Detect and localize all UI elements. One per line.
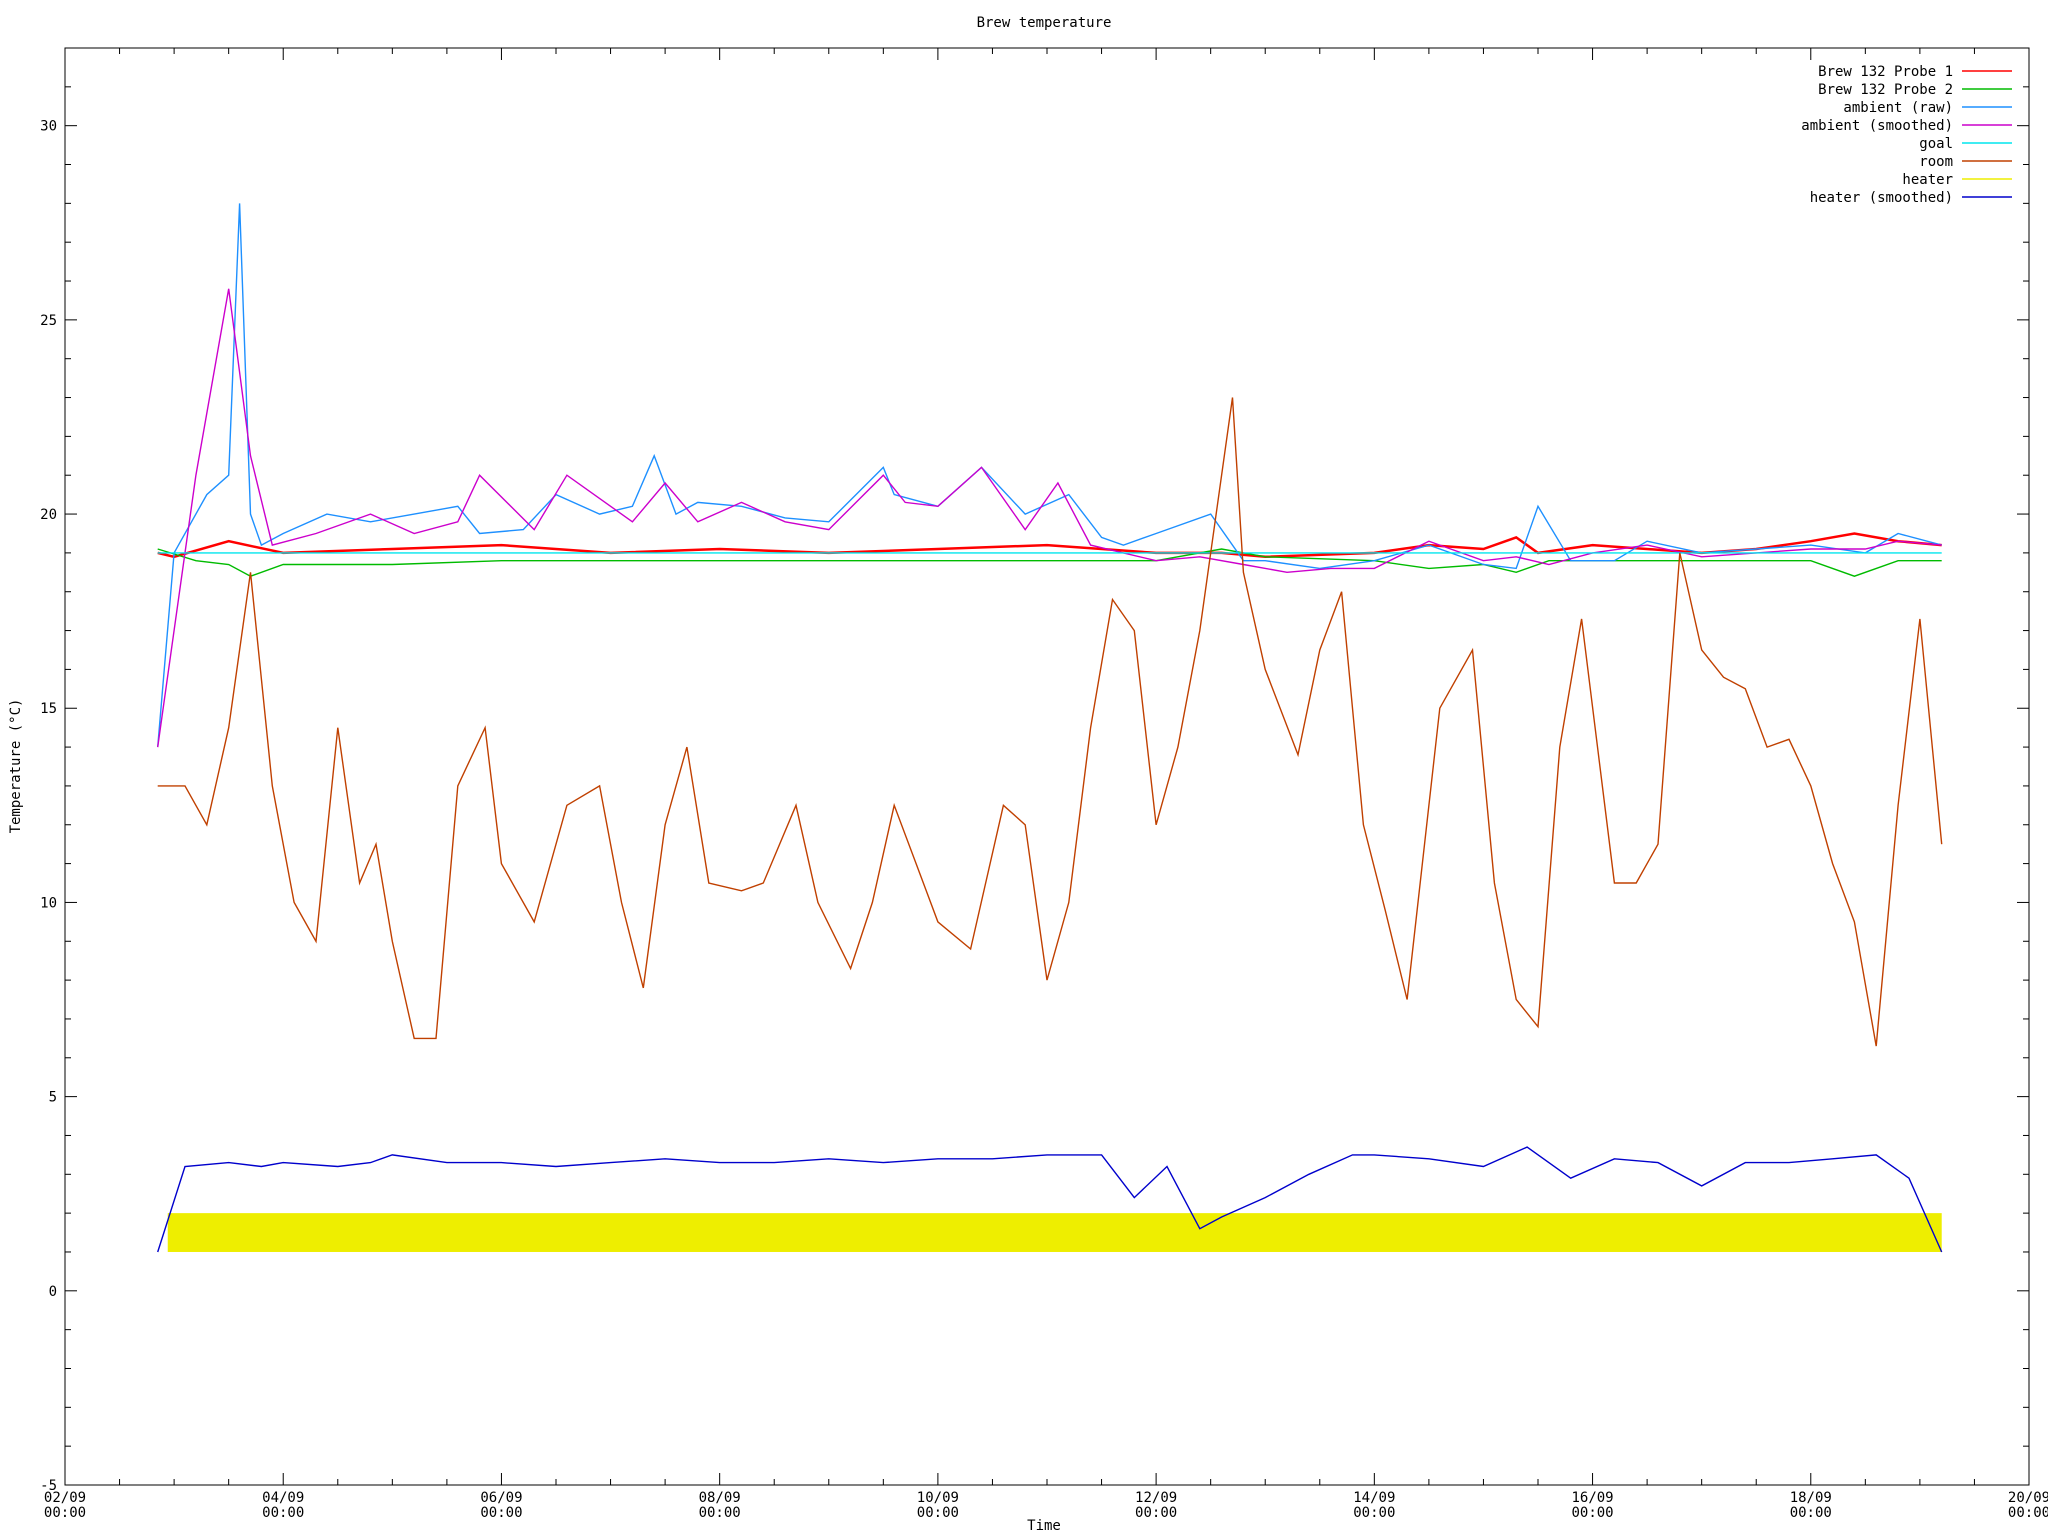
axis-ticks: -505101520253002/0900:0004/0900:0006/090… <box>40 47 2048 1521</box>
x-tick-label-time: 00:00 <box>1353 1505 1395 1521</box>
legend-label: Brew 132 Probe 1 <box>1818 64 1953 80</box>
x-tick-label-date: 10/09 <box>917 1490 959 1506</box>
x-tick-label-date: 08/09 <box>699 1490 741 1506</box>
y-tick-label: 25 <box>40 313 57 329</box>
x-tick-label-date: 02/09 <box>44 1490 86 1506</box>
legend-label: ambient (raw) <box>1843 100 1953 116</box>
x-tick-label-date: 18/09 <box>1790 1490 1832 1506</box>
x-tick-label-time: 00:00 <box>262 1505 304 1521</box>
x-tick-label-time: 00:00 <box>1790 1505 1832 1521</box>
series-heater-band <box>167 1213 1942 1252</box>
series-line-1 <box>157 548 1942 577</box>
x-tick-label-date: 16/09 <box>1571 1490 1613 1506</box>
legend-label: heater (smoothed) <box>1810 190 1953 206</box>
y-tick-label: 30 <box>40 119 57 135</box>
chart-title: Brew temperature <box>977 15 1112 31</box>
legend-label: Brew 132 Probe 2 <box>1818 82 1953 98</box>
y-tick-label: 0 <box>49 1284 57 1300</box>
series-line-7 <box>157 1146 1943 1253</box>
y-tick-label: 5 <box>49 1090 57 1106</box>
x-tick-label-date: 06/09 <box>480 1490 522 1506</box>
x-tick-label-date: 20/09 <box>2008 1490 2048 1506</box>
series-line-3 <box>157 288 1942 748</box>
legend-label: ambient (smoothed) <box>1801 118 1953 134</box>
y-tick-label: 10 <box>40 895 57 911</box>
x-tick-label-time: 00:00 <box>2008 1505 2048 1521</box>
x-axis-label: Time <box>1027 1518 1061 1534</box>
legend: Brew 132 Probe 1 Brew 132 Probe 2 ambient … <box>1801 64 2012 206</box>
plot-area <box>157 203 1943 1253</box>
x-tick-label-time: 00:00 <box>1135 1505 1177 1521</box>
legend-label: goal <box>1919 136 1953 152</box>
x-tick-label-date: 14/09 <box>1353 1490 1395 1506</box>
legend-label: heater <box>1902 172 1953 188</box>
plot-frame <box>64 47 2030 1486</box>
x-tick-label-time: 00:00 <box>917 1505 959 1521</box>
x-tick-label-time: 00:00 <box>699 1505 741 1521</box>
y-tick-label: 15 <box>40 701 57 717</box>
legend-label: room <box>1919 154 1953 170</box>
x-tick-label-time: 00:00 <box>1571 1505 1613 1521</box>
x-tick-label-date: 12/09 <box>1135 1490 1177 1506</box>
x-tick-label-time: 00:00 <box>480 1505 522 1521</box>
y-tick-label: -5 <box>40 1478 57 1494</box>
x-tick-label-date: 04/09 <box>262 1490 304 1506</box>
y-tick-label: 20 <box>40 507 57 523</box>
series-line-5 <box>157 397 1943 1047</box>
y-axis-label: Temperature (°C) <box>8 699 24 834</box>
x-tick-label-time: 00:00 <box>44 1505 86 1521</box>
series-line-2 <box>157 203 1942 748</box>
